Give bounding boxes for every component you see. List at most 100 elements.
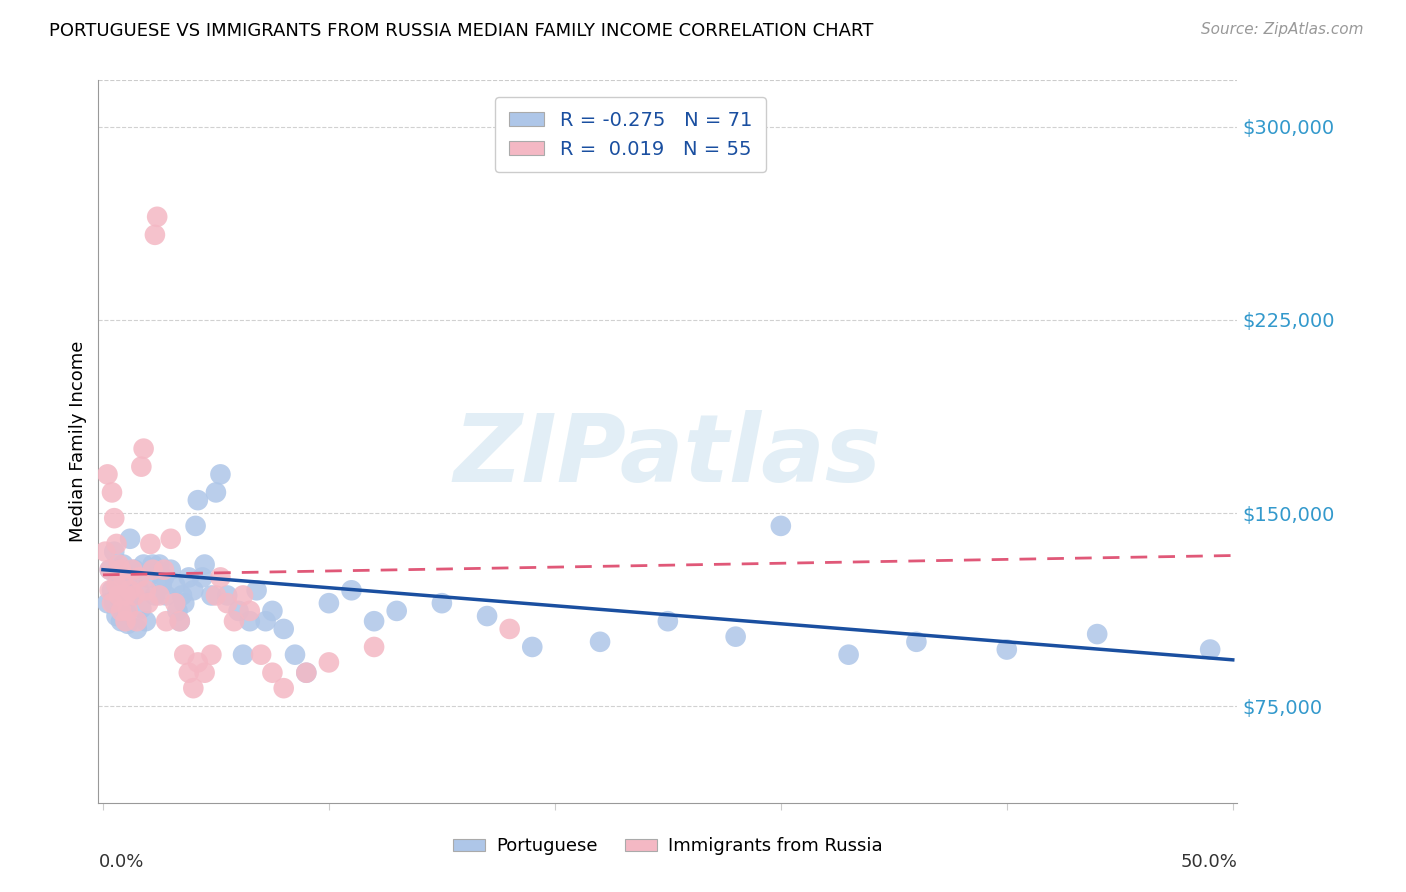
Point (132, 558, 155, 572)
Point (121, 563, 143, 577)
Point (200, 648, 222, 662)
Legend: Portuguese, Immigrants from Russia: Portuguese, Immigrants from Russia (446, 830, 890, 863)
Point (318, 596, 340, 610)
Point (117, 604, 139, 618)
Point (838, 648, 860, 662)
Point (222, 614, 245, 628)
Point (173, 648, 195, 662)
Point (105, 537, 128, 551)
Point (153, 563, 176, 577)
Point (217, 596, 239, 610)
Point (103, 596, 125, 610)
Point (143, 589, 166, 603)
Point (262, 665, 284, 680)
Point (110, 578, 132, 592)
Point (148, 558, 170, 572)
Point (131, 601, 153, 615)
Point (205, 485, 228, 500)
Point (98, 583, 121, 598)
Point (657, 614, 679, 628)
Point (187, 493, 209, 508)
Point (94, 544, 117, 558)
Point (295, 665, 318, 680)
Point (194, 558, 217, 572)
Point (209, 570, 232, 584)
Point (110, 614, 132, 628)
Text: PORTUGUESE VS IMMIGRANTS FROM RUSSIA MEDIAN FAMILY INCOME CORRELATION CHART: PORTUGUESE VS IMMIGRANTS FROM RUSSIA MED… (49, 22, 873, 40)
Point (107, 589, 129, 603)
Point (103, 511, 125, 525)
Point (114, 586, 136, 600)
Point (273, 622, 295, 636)
Point (170, 589, 193, 603)
Point (273, 681, 295, 695)
Point (1199, 642, 1222, 657)
Point (499, 622, 522, 636)
Point (165, 596, 187, 610)
Point (136, 596, 159, 610)
Point (112, 558, 135, 572)
Point (246, 583, 269, 598)
Point (107, 558, 129, 572)
Point (340, 583, 363, 598)
Point (184, 519, 207, 533)
Point (209, 467, 232, 482)
Point (128, 583, 150, 598)
Point (114, 604, 136, 618)
Point (105, 609, 128, 624)
Point (385, 604, 408, 618)
Point (120, 532, 141, 546)
Point (363, 614, 385, 628)
Point (183, 583, 205, 598)
Text: 50.0%: 50.0% (1181, 854, 1237, 871)
Point (239, 614, 262, 628)
Point (103, 544, 125, 558)
Point (110, 563, 132, 577)
Point (98, 563, 121, 577)
Point (135, 583, 157, 598)
Point (589, 635, 612, 649)
Point (769, 519, 792, 533)
Point (1085, 627, 1108, 641)
Point (110, 604, 132, 618)
Point (96, 467, 118, 482)
Point (905, 635, 928, 649)
Point (107, 589, 129, 603)
Point (155, 614, 177, 628)
Point (143, 227, 166, 242)
Point (250, 648, 273, 662)
Point (139, 537, 162, 551)
Point (165, 578, 187, 592)
Point (232, 589, 254, 603)
Point (114, 614, 136, 628)
Y-axis label: Median Family Income: Median Family Income (69, 341, 87, 542)
Point (107, 570, 129, 584)
Point (200, 589, 222, 603)
Point (96, 596, 118, 610)
Point (159, 532, 181, 546)
Point (177, 665, 200, 680)
Point (101, 583, 124, 598)
Point (114, 589, 136, 603)
Point (155, 589, 177, 603)
Point (101, 596, 124, 610)
Point (125, 622, 148, 636)
Point (995, 642, 1018, 657)
Point (124, 563, 146, 577)
Point (98, 563, 121, 577)
Point (262, 604, 284, 618)
Point (430, 596, 453, 610)
Point (173, 596, 195, 610)
Point (254, 614, 277, 628)
Point (150, 578, 173, 592)
Point (117, 616, 139, 631)
Point (318, 656, 340, 670)
Point (217, 589, 239, 603)
Point (724, 630, 747, 644)
Point (232, 648, 254, 662)
Text: 0.0%: 0.0% (98, 854, 143, 871)
Point (117, 570, 139, 584)
Point (522, 640, 544, 654)
Point (142, 563, 165, 577)
Point (153, 570, 176, 584)
